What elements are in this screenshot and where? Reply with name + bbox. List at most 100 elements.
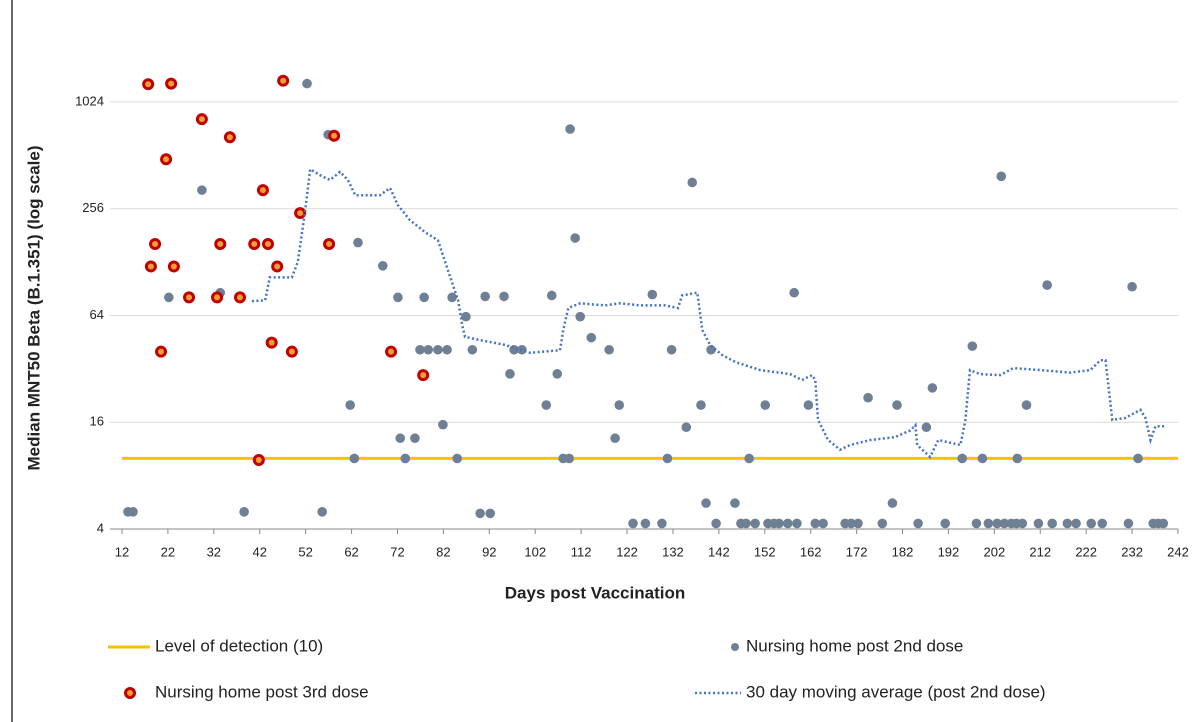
data-point (782, 518, 793, 529)
data-point (419, 292, 429, 303)
x-tick-label: 72 (390, 544, 404, 559)
data-point (1127, 281, 1137, 292)
y-axis-title: Median MNT50 Beta (B.1.351) (log scale) (24, 146, 43, 471)
data-point (887, 498, 898, 508)
data-point (353, 237, 363, 248)
data-point (345, 400, 355, 410)
data-point (480, 291, 490, 302)
data-point (1133, 453, 1143, 464)
data-point (846, 518, 856, 529)
data-point (271, 260, 284, 273)
data-point (452, 453, 462, 464)
data-point (164, 292, 174, 303)
data-point (1047, 518, 1057, 529)
data-point (701, 498, 711, 508)
data-point (128, 507, 138, 517)
data-point (1071, 518, 1081, 529)
data-point (741, 518, 751, 529)
data-point (239, 507, 249, 517)
data-point (565, 124, 575, 134)
x-tick-label: 162 (800, 544, 822, 559)
data-point (575, 311, 586, 322)
x-tick-label: 42 (253, 544, 267, 559)
x-tick-label: 132 (662, 544, 684, 559)
data-point (892, 400, 902, 410)
data-point (586, 332, 597, 343)
data-point (417, 369, 430, 382)
data-point (1042, 280, 1052, 290)
data-point (223, 131, 236, 144)
data-point (657, 518, 667, 529)
data-point (183, 291, 196, 304)
data-point (760, 400, 771, 410)
data-point (687, 177, 698, 188)
x-tick-label: 202 (983, 544, 1005, 559)
data-point (433, 344, 443, 355)
x-tick-label: 232 (1121, 544, 1143, 559)
data-point (415, 344, 425, 355)
data-point (921, 422, 932, 433)
x-tick-label: 102 (524, 544, 546, 559)
data-point (789, 287, 799, 298)
data-point (604, 344, 614, 355)
data-point (957, 453, 968, 464)
data-point (393, 292, 403, 303)
data-point (971, 518, 982, 529)
data-point (252, 453, 265, 466)
data-point (142, 78, 155, 91)
data-point (999, 518, 1010, 529)
data-point (155, 345, 168, 358)
data-point (265, 336, 278, 349)
legend-label: Level of detection (10) (155, 636, 323, 655)
data-point (863, 392, 873, 403)
data-point (992, 518, 1002, 529)
y-tick-label: 256 (82, 200, 104, 215)
data-point (546, 290, 557, 301)
data-point (647, 289, 658, 300)
data-point (400, 453, 411, 464)
x-tick-label: 92 (482, 544, 496, 559)
x-tick-label: 32 (207, 544, 221, 559)
data-point (410, 433, 420, 444)
data-point (277, 74, 290, 87)
x-tick-label: 222 (1075, 544, 1097, 559)
data-point (564, 453, 574, 464)
data-point (442, 344, 452, 355)
data-point (628, 518, 638, 529)
data-point (475, 508, 485, 519)
data-point (744, 453, 754, 464)
legend-swatch (731, 643, 739, 651)
data-point (614, 400, 625, 410)
data-point (149, 237, 162, 250)
data-point (438, 419, 448, 430)
data-point (197, 185, 207, 195)
legend-label: Nursing home post 3rd dose (155, 682, 369, 701)
x-tick-label: 82 (436, 544, 450, 559)
x-tick-label: 52 (298, 544, 312, 559)
data-point (610, 433, 620, 444)
data-point (256, 184, 269, 197)
data-point (195, 113, 208, 126)
data-point (294, 207, 307, 220)
data-point (552, 369, 563, 379)
data-point (853, 518, 863, 529)
x-tick-label: 182 (892, 544, 914, 559)
data-point (317, 507, 327, 517)
data-point (977, 453, 988, 464)
data-point (940, 518, 951, 529)
data-point (467, 344, 478, 355)
data-point (792, 518, 802, 529)
data-point (750, 518, 760, 529)
data-point (877, 518, 888, 529)
x-tick-label: 212 (1029, 544, 1051, 559)
data-point (499, 291, 509, 302)
data-point (328, 129, 341, 142)
data-point (913, 518, 923, 529)
x-tick-label: 192 (938, 544, 960, 559)
data-point (662, 453, 673, 464)
legend-swatch (124, 687, 136, 699)
data-point (1097, 518, 1108, 529)
data-point (349, 453, 360, 464)
data-point (233, 291, 246, 304)
